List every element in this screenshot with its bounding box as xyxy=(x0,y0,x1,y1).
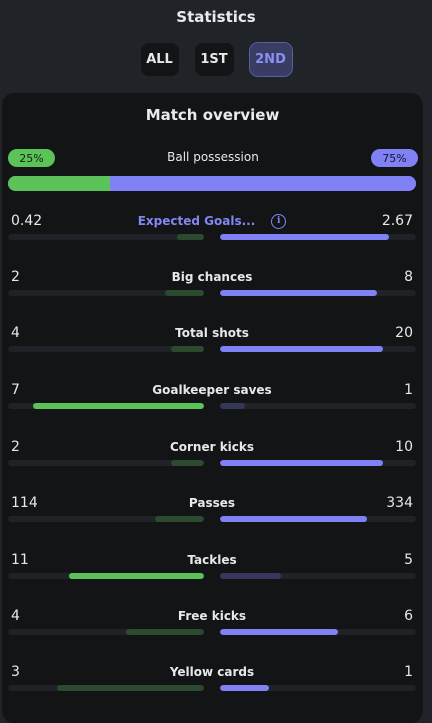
home-value: 4 xyxy=(11,325,20,341)
away-bar-track xyxy=(220,573,416,579)
possession-bar-away xyxy=(110,176,416,191)
stat-row: 7 Goalkeeper saves 1 xyxy=(8,382,416,422)
away-bar-track xyxy=(220,516,416,522)
away-value: 1 xyxy=(404,664,413,680)
tab-1st[interactable]: 1ST xyxy=(194,43,234,76)
stat-label-text: Expected Goals... xyxy=(137,214,256,228)
home-bar-fill xyxy=(125,629,204,635)
stat-row[interactable]: 0.42 Expected Goals... i 2.67 xyxy=(8,213,416,253)
section-title: Match overview xyxy=(145,106,280,124)
home-bar-track xyxy=(8,403,204,409)
away-bar-fill xyxy=(220,460,383,466)
stat-row: 3 Yellow cards 1 xyxy=(8,664,416,704)
period-tabs: ALL 1ST 2ND xyxy=(0,42,432,77)
possession-bar xyxy=(8,176,416,191)
stat-label: Corner kicks xyxy=(8,439,416,455)
away-value: 5 xyxy=(404,552,413,568)
away-value: 2.67 xyxy=(381,213,413,229)
match-overview-panel: Match overview 25% Ball possession 75% 0… xyxy=(2,93,423,723)
away-value: 6 xyxy=(404,608,413,624)
home-bar-fill xyxy=(32,403,204,409)
home-bar-track xyxy=(8,234,204,240)
home-bar-fill xyxy=(57,685,204,691)
home-value: 11 xyxy=(11,552,29,568)
home-possession-badge: 25% xyxy=(8,149,55,167)
stat-row: 2 Big chances 8 xyxy=(8,269,416,309)
away-value: 1 xyxy=(404,382,413,398)
stat-row: 4 Free kicks 6 xyxy=(8,608,416,648)
away-bar-fill xyxy=(220,516,367,522)
away-possession-badge: 75% xyxy=(371,149,418,167)
home-bar-fill xyxy=(155,516,204,522)
home-bar-track xyxy=(8,460,204,466)
away-bar-track xyxy=(220,346,416,352)
away-bar-fill xyxy=(220,234,389,240)
stat-row: 114 Passes 334 xyxy=(8,495,416,535)
away-value: 10 xyxy=(395,439,413,455)
home-value: 114 xyxy=(11,495,38,511)
home-value: 3 xyxy=(11,664,20,680)
home-bar-track xyxy=(8,516,204,522)
page-title: Statistics xyxy=(176,8,256,26)
home-bar-fill xyxy=(68,573,204,579)
away-bar-track xyxy=(220,234,416,240)
away-value: 8 xyxy=(404,269,413,285)
stat-label-text: Free kicks xyxy=(177,609,247,623)
stat-row: 11 Tackles 5 xyxy=(8,552,416,592)
possession-bar-home xyxy=(8,176,110,191)
tab-2nd[interactable]: 2ND xyxy=(248,42,293,77)
stat-label: Goalkeeper saves xyxy=(8,382,416,398)
away-bar-fill xyxy=(220,573,281,579)
away-bar-track xyxy=(220,403,416,409)
home-bar-track xyxy=(8,629,204,635)
stat-label-text: Tackles xyxy=(187,553,237,567)
stat-label-text: Yellow cards xyxy=(169,665,255,679)
away-value: 20 xyxy=(395,325,413,341)
home-bar-fill xyxy=(170,460,204,466)
statistics-header: Statistics ALL 1ST 2ND xyxy=(0,0,432,93)
home-value: 4 xyxy=(11,608,20,624)
home-bar-fill xyxy=(176,234,204,240)
away-bar-fill xyxy=(220,346,383,352)
away-bar-fill xyxy=(220,629,338,635)
possession-label: Ball possession xyxy=(167,150,259,164)
away-bar-fill xyxy=(220,290,377,296)
home-bar-track xyxy=(8,685,204,691)
tab-all[interactable]: ALL xyxy=(140,43,179,76)
away-bar-track xyxy=(220,629,416,635)
stat-row: 4 Total shots 20 xyxy=(8,325,416,365)
away-bar-fill xyxy=(220,403,245,409)
stat-label: Yellow cards xyxy=(8,664,416,680)
home-bar-fill xyxy=(164,290,204,296)
possession-row: 25% Ball possession 75% xyxy=(8,149,418,167)
stat-label: Passes xyxy=(8,495,416,511)
stat-label[interactable]: Expected Goals... i xyxy=(8,213,416,229)
away-bar-track xyxy=(220,290,416,296)
home-value: 7 xyxy=(11,382,20,398)
stat-label-text: Passes xyxy=(188,496,236,510)
away-bar-fill xyxy=(220,685,269,691)
away-value: 334 xyxy=(386,495,413,511)
home-bar-track xyxy=(8,573,204,579)
stat-label: Total shots xyxy=(8,325,416,341)
away-bar-track xyxy=(220,685,416,691)
stat-row: 2 Corner kicks 10 xyxy=(8,439,416,479)
info-icon[interactable]: i xyxy=(271,214,287,229)
stat-label: Tackles xyxy=(8,552,416,568)
stat-label-text: Goalkeeper saves xyxy=(152,383,272,397)
home-bar-track xyxy=(8,346,204,352)
stat-label-text: Big chances xyxy=(171,270,253,284)
home-value: 2 xyxy=(11,269,20,285)
stat-label: Free kicks xyxy=(8,608,416,624)
home-bar-fill xyxy=(170,346,204,352)
home-value: 2 xyxy=(11,439,20,455)
home-value: 0.42 xyxy=(11,213,43,229)
home-bar-track xyxy=(8,290,204,296)
stat-label: Big chances xyxy=(8,269,416,285)
stat-label-text: Corner kicks xyxy=(169,440,255,454)
stat-label-text: Total shots xyxy=(175,326,249,340)
away-bar-track xyxy=(220,460,416,466)
